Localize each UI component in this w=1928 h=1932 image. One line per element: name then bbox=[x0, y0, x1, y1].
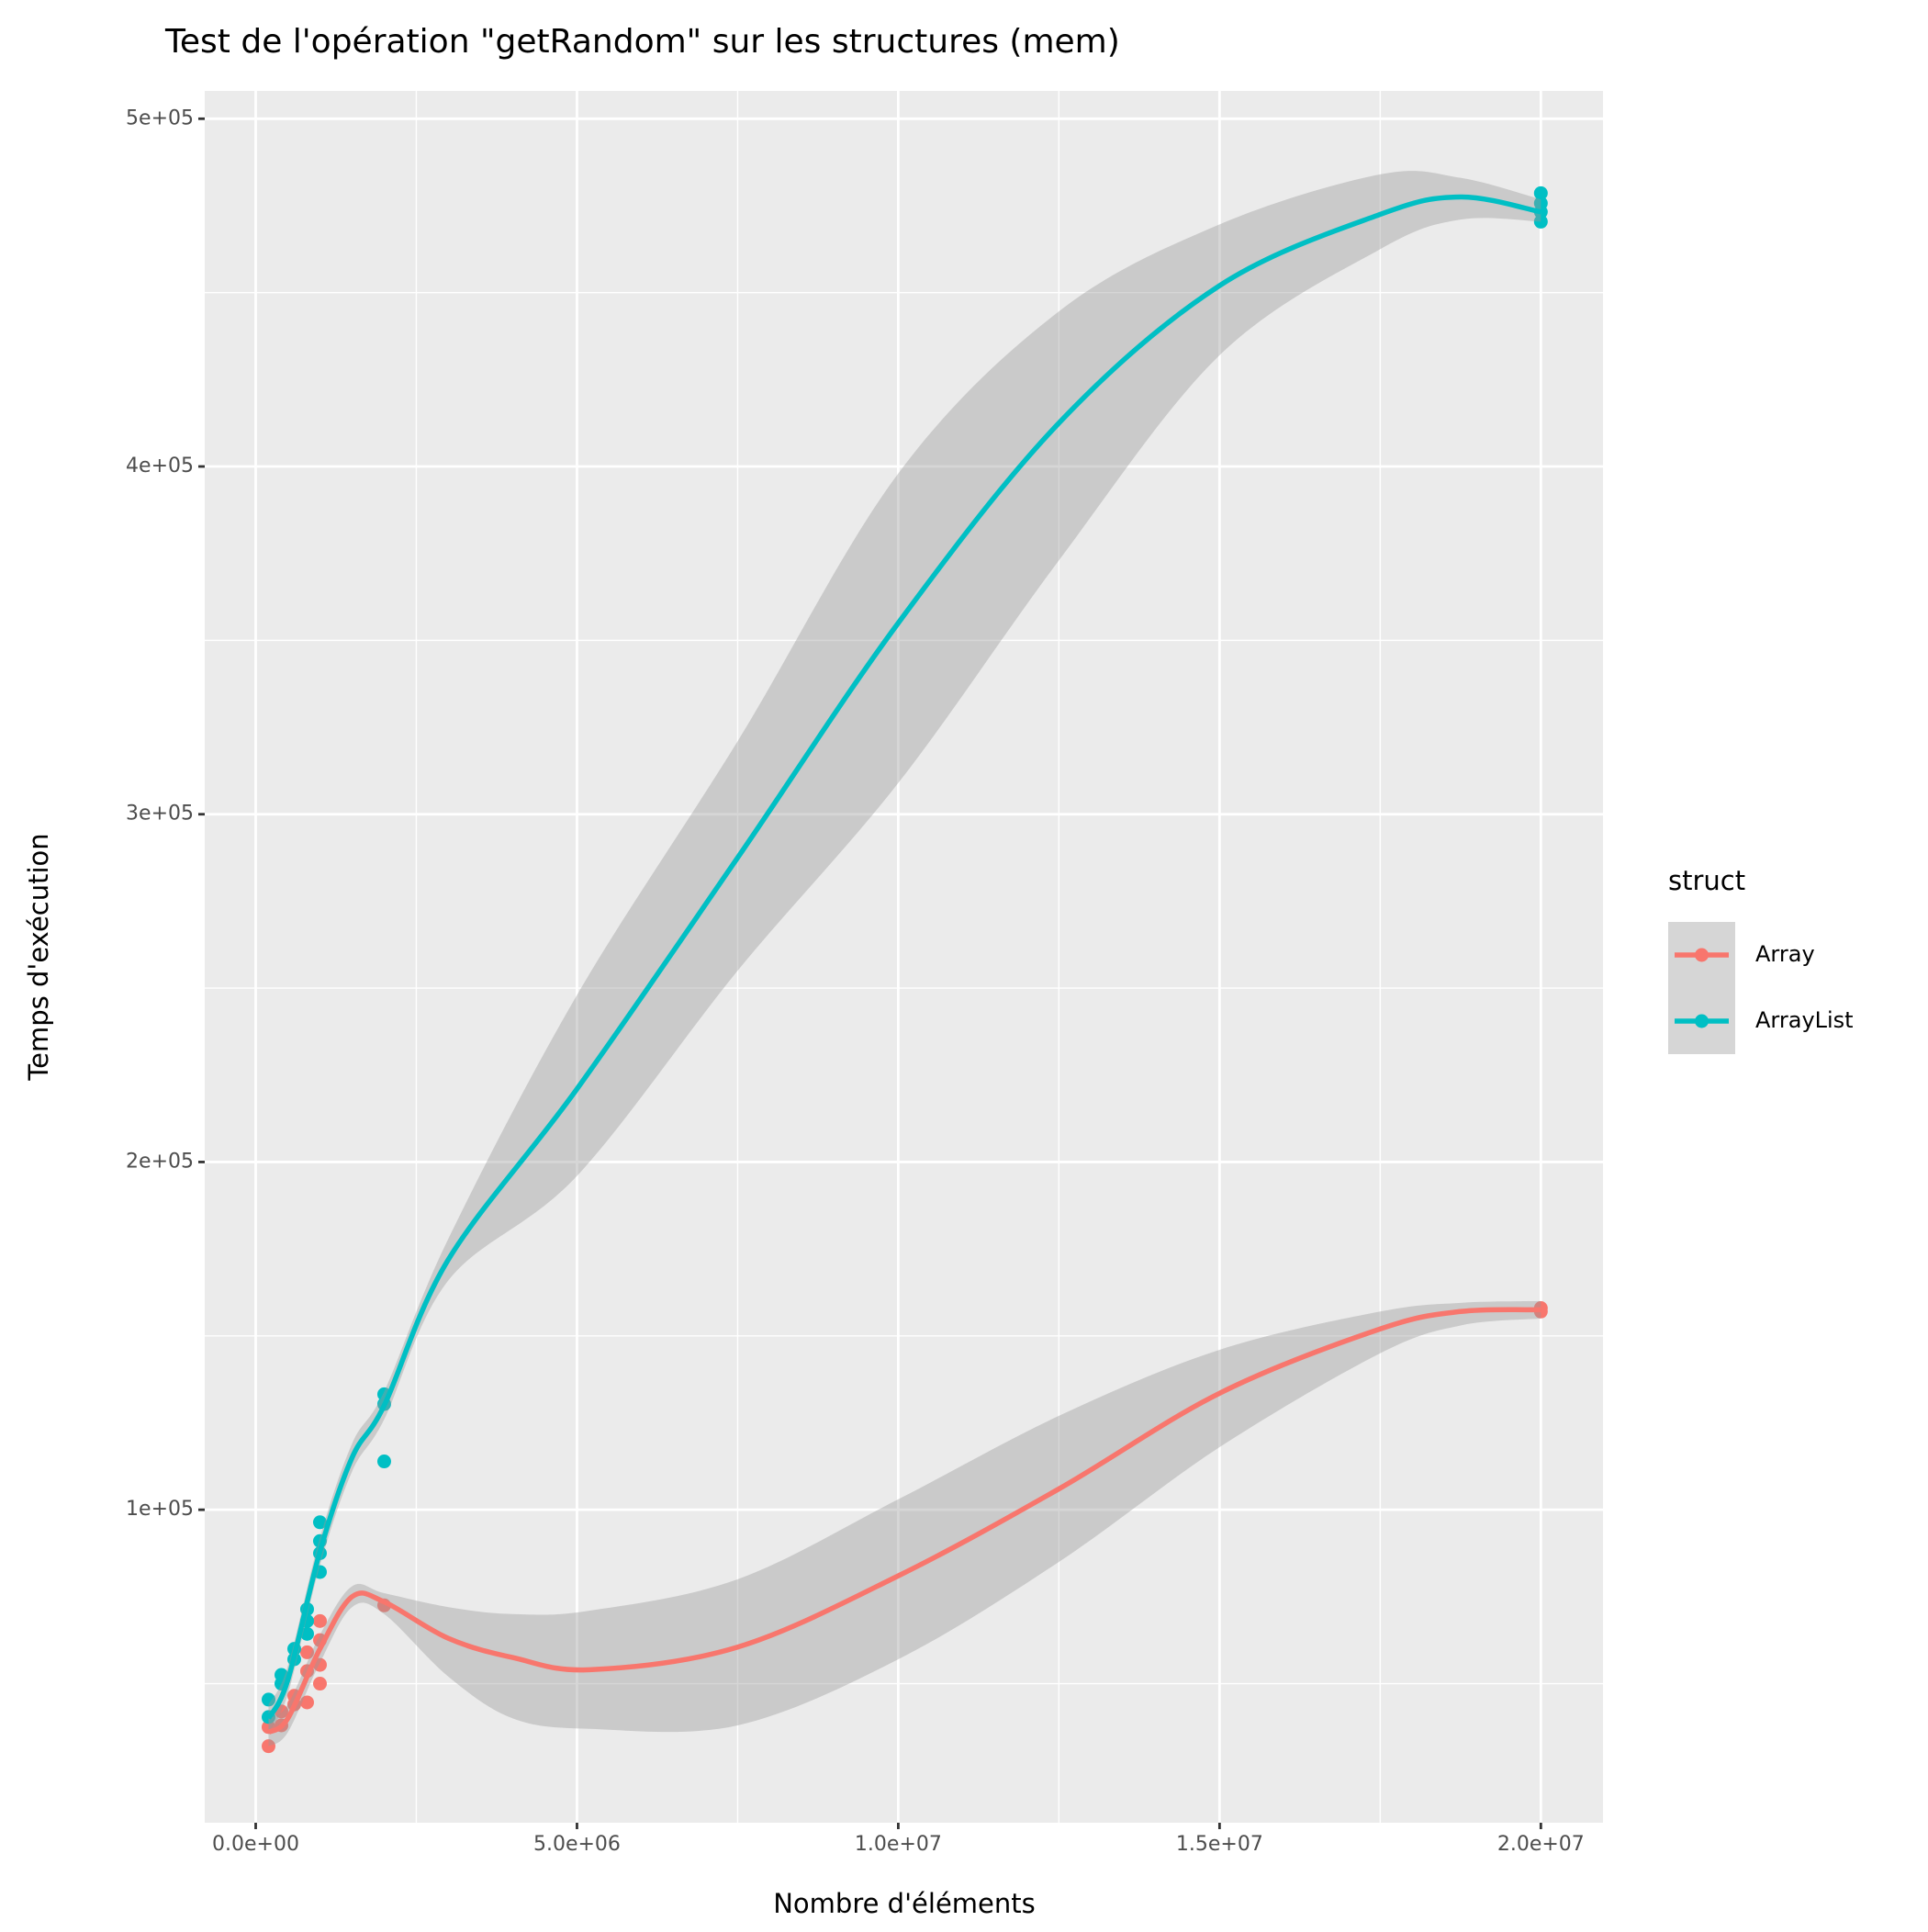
y-axis-label: Temps d'exécution bbox=[23, 833, 54, 1081]
data-point bbox=[312, 1613, 327, 1628]
x-axis-label: Nombre d'éléments bbox=[773, 1888, 1036, 1919]
x-tick-label: 5.0e+06 bbox=[533, 1833, 621, 1856]
legend-label: Array bbox=[1755, 941, 1815, 967]
y-tick-label: 5e+05 bbox=[126, 107, 194, 129]
x-tick-label: 0.0e+00 bbox=[212, 1833, 299, 1856]
data-point bbox=[262, 1739, 276, 1754]
data-point bbox=[312, 1677, 327, 1691]
data-point bbox=[299, 1695, 314, 1710]
data-point bbox=[1533, 214, 1548, 229]
y-tick-label: 4e+05 bbox=[126, 455, 194, 477]
legend-point bbox=[1695, 1014, 1709, 1028]
legend-label: ArrayList bbox=[1755, 1007, 1854, 1033]
x-tick-label: 1.0e+07 bbox=[855, 1833, 942, 1856]
data-point bbox=[299, 1626, 314, 1641]
smooth-line bbox=[266, 194, 1541, 1720]
y-tick-label: 2e+05 bbox=[126, 1150, 194, 1173]
data-point bbox=[312, 1515, 327, 1530]
chart-title: Test de l'opération "getRandom" sur les … bbox=[164, 23, 1120, 61]
legend-point bbox=[1695, 948, 1709, 962]
data-point bbox=[376, 1455, 391, 1469]
confidence-ribbon bbox=[268, 1300, 1541, 1747]
confidence-ribbon bbox=[268, 171, 1541, 1733]
data-point bbox=[1533, 185, 1548, 200]
data-point bbox=[299, 1645, 314, 1659]
data-point bbox=[262, 1692, 276, 1707]
x-tick-label: 2.0e+07 bbox=[1497, 1833, 1585, 1856]
smooth-line bbox=[266, 1307, 1541, 1735]
y-tick-label: 1e+05 bbox=[126, 1498, 194, 1521]
legend-title: struct bbox=[1668, 865, 1745, 896]
y-tick-label: 3e+05 bbox=[126, 803, 194, 826]
plot-panel bbox=[205, 91, 1603, 1823]
x-tick-label: 1.5e+07 bbox=[1176, 1833, 1263, 1856]
